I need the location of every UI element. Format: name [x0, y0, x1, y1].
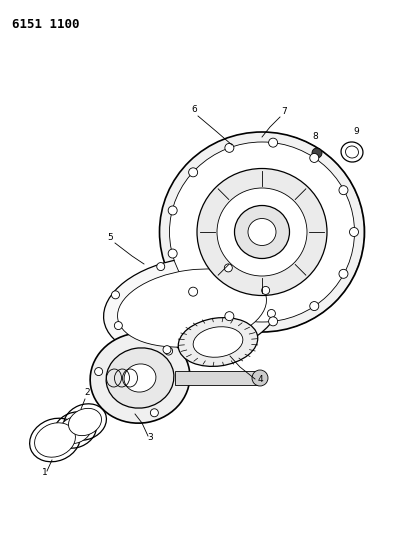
- Circle shape: [168, 206, 177, 215]
- Circle shape: [232, 342, 239, 350]
- Ellipse shape: [248, 219, 276, 246]
- Circle shape: [111, 291, 120, 299]
- Ellipse shape: [217, 188, 307, 276]
- Circle shape: [224, 264, 232, 272]
- Ellipse shape: [69, 408, 102, 435]
- Ellipse shape: [235, 206, 290, 259]
- Text: 8: 8: [312, 132, 318, 141]
- Ellipse shape: [124, 364, 156, 392]
- Text: 5: 5: [107, 233, 113, 242]
- Ellipse shape: [58, 416, 91, 443]
- Circle shape: [114, 321, 122, 329]
- Circle shape: [310, 154, 319, 163]
- Ellipse shape: [90, 333, 190, 423]
- Ellipse shape: [193, 327, 243, 357]
- Circle shape: [225, 312, 234, 321]
- Circle shape: [262, 286, 270, 294]
- Circle shape: [168, 249, 177, 258]
- Ellipse shape: [160, 132, 364, 332]
- Text: 9: 9: [353, 127, 359, 136]
- Ellipse shape: [341, 142, 363, 162]
- Ellipse shape: [346, 146, 359, 158]
- Circle shape: [339, 269, 348, 278]
- Circle shape: [151, 409, 158, 417]
- Ellipse shape: [104, 257, 280, 359]
- Circle shape: [225, 143, 234, 152]
- Circle shape: [268, 138, 277, 147]
- Circle shape: [268, 317, 277, 326]
- Circle shape: [350, 228, 359, 237]
- Circle shape: [157, 263, 165, 271]
- Text: 4: 4: [257, 375, 263, 384]
- Ellipse shape: [169, 142, 355, 322]
- Polygon shape: [175, 371, 260, 385]
- Ellipse shape: [118, 269, 266, 347]
- Circle shape: [252, 370, 268, 386]
- Ellipse shape: [197, 168, 327, 295]
- Text: 2: 2: [84, 388, 90, 397]
- Circle shape: [310, 302, 319, 311]
- Circle shape: [163, 346, 171, 354]
- Circle shape: [164, 347, 173, 355]
- Circle shape: [339, 185, 348, 195]
- Ellipse shape: [106, 348, 174, 408]
- Text: 6: 6: [191, 105, 197, 114]
- Circle shape: [312, 148, 322, 158]
- Circle shape: [188, 287, 197, 296]
- Circle shape: [95, 368, 103, 376]
- Circle shape: [188, 168, 197, 177]
- Text: 3: 3: [147, 433, 153, 442]
- Ellipse shape: [178, 318, 258, 366]
- Text: 1: 1: [42, 468, 48, 477]
- Circle shape: [267, 310, 275, 318]
- Ellipse shape: [35, 423, 75, 457]
- Text: 6151 1100: 6151 1100: [12, 18, 80, 31]
- Text: 7: 7: [281, 107, 287, 116]
